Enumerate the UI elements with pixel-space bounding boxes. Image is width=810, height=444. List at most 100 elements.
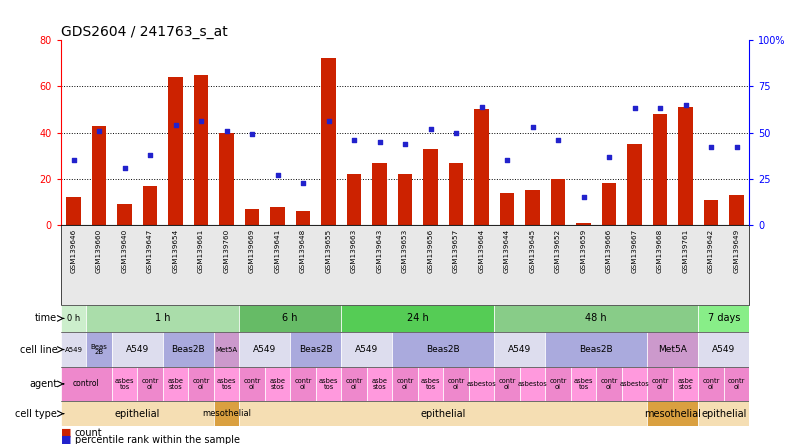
Point (450, 129, 463, 136)
Text: epithelial: epithelial (114, 408, 160, 419)
Text: GSM139659: GSM139659 (581, 228, 586, 273)
Text: asbe
stos: asbe stos (270, 378, 285, 390)
Text: Beas2B: Beas2B (172, 345, 205, 354)
Text: A549: A549 (253, 345, 276, 354)
Text: 6 h: 6 h (283, 313, 298, 323)
Bar (698, 305, 749, 332)
Bar (341, 305, 494, 332)
Bar (239, 332, 290, 367)
Bar (92, 126, 106, 225)
Text: GSM139642: GSM139642 (708, 228, 714, 273)
Bar (424, 149, 437, 225)
Text: contr
ol: contr ol (549, 378, 567, 390)
Text: contr
ol: contr ol (498, 378, 516, 390)
Bar (673, 367, 698, 401)
Text: contr
ol: contr ol (345, 378, 363, 390)
Bar (398, 174, 412, 225)
Text: mesothelial: mesothelial (202, 409, 251, 418)
Bar (647, 332, 698, 367)
Bar (61, 367, 112, 401)
Bar (290, 332, 341, 367)
Text: GSM139663: GSM139663 (351, 228, 357, 273)
Bar (494, 305, 698, 332)
Text: asbes
tos: asbes tos (420, 378, 441, 390)
Bar (526, 190, 539, 225)
Text: GSM139641: GSM139641 (275, 228, 280, 273)
Point (118, 164, 131, 171)
Text: asbestos: asbestos (518, 381, 548, 387)
Text: cell line: cell line (19, 345, 58, 354)
Text: 48 h: 48 h (586, 313, 607, 323)
Bar (698, 367, 724, 401)
Point (679, 101, 692, 108)
Text: GSM139646: GSM139646 (70, 228, 76, 273)
Point (399, 140, 411, 147)
Bar (61, 305, 86, 332)
Text: GSM139643: GSM139643 (377, 228, 382, 273)
Point (373, 138, 386, 145)
Text: Met5A: Met5A (659, 345, 687, 354)
Text: contr
ol: contr ol (651, 378, 669, 390)
Bar (112, 332, 163, 367)
Text: epithelial: epithelial (420, 408, 466, 419)
Text: asbestos: asbestos (620, 381, 650, 387)
Text: asbes
tos: asbes tos (573, 378, 593, 390)
Text: asbe
stos: asbe stos (168, 378, 184, 390)
Bar (245, 209, 259, 225)
Text: A549: A549 (126, 345, 149, 354)
Text: contr
ol: contr ol (294, 378, 312, 390)
Bar (679, 107, 693, 225)
Bar (500, 193, 514, 225)
Point (705, 144, 718, 151)
Point (296, 179, 309, 186)
Text: control: control (73, 380, 100, 388)
Bar (220, 133, 233, 225)
Point (143, 151, 156, 159)
Text: GSM139644: GSM139644 (504, 228, 510, 273)
Text: contr
ol: contr ol (192, 378, 210, 390)
Bar (449, 163, 463, 225)
Bar (86, 332, 112, 367)
Point (220, 127, 233, 134)
Bar (698, 401, 749, 426)
Point (194, 118, 207, 125)
Bar (551, 179, 565, 225)
Bar (194, 75, 208, 225)
Bar (622, 367, 647, 401)
Text: A549: A549 (65, 346, 83, 353)
Text: GSM139667: GSM139667 (632, 228, 637, 273)
Text: 1 h: 1 h (155, 313, 170, 323)
Text: contr
ol: contr ol (243, 378, 261, 390)
Text: asbes
tos: asbes tos (319, 378, 339, 390)
Bar (647, 401, 698, 426)
Bar (494, 367, 520, 401)
Text: GSM139668: GSM139668 (657, 228, 663, 273)
Text: Beas2B: Beas2B (299, 345, 333, 354)
Text: time: time (35, 313, 58, 323)
Text: asbe
stos: asbe stos (677, 378, 693, 390)
Bar (61, 332, 86, 367)
Text: GSM139652: GSM139652 (555, 228, 561, 273)
Point (577, 194, 590, 201)
Bar (214, 332, 239, 367)
Bar (341, 367, 367, 401)
Bar (265, 367, 290, 401)
Bar (296, 211, 310, 225)
Text: GSM139761: GSM139761 (683, 228, 688, 273)
Bar (271, 206, 284, 225)
Text: agent: agent (29, 379, 58, 389)
Text: contr
ol: contr ol (396, 378, 414, 390)
Bar (188, 367, 214, 401)
Point (501, 157, 514, 164)
Text: cell type: cell type (15, 408, 58, 419)
Text: GSM139645: GSM139645 (530, 228, 535, 273)
Point (92, 127, 105, 134)
Bar (143, 186, 157, 225)
Point (475, 103, 488, 110)
Bar (520, 367, 545, 401)
Bar (341, 332, 392, 367)
Bar (577, 223, 590, 225)
Text: A549: A549 (508, 345, 531, 354)
Text: GSM139654: GSM139654 (173, 228, 178, 273)
Bar (647, 367, 673, 401)
